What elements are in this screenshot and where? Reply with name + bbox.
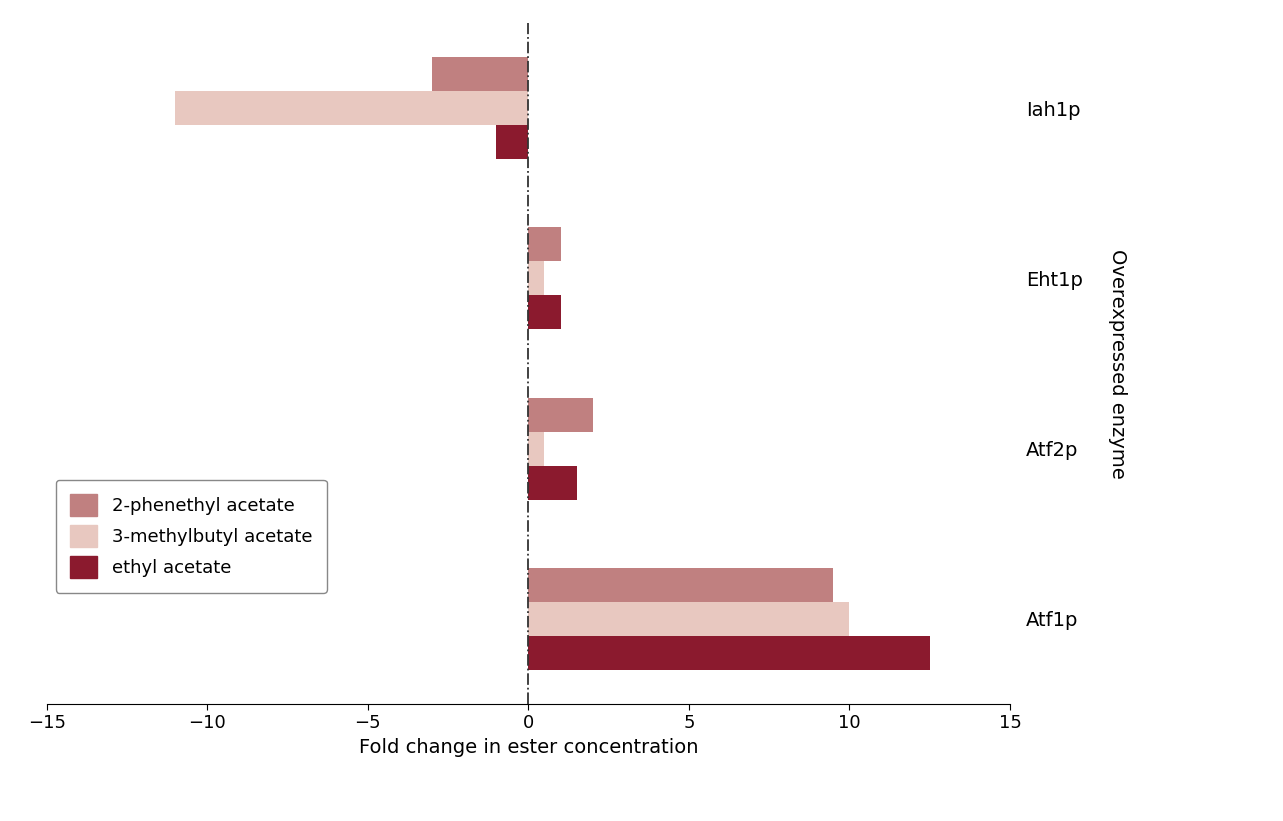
Bar	[529, 397, 593, 432]
Bar	[432, 57, 529, 91]
X-axis label: Fold change in ester concentration: Fold change in ester concentration	[359, 738, 698, 757]
Y-axis label: Overexpressed enzyme: Overexpressed enzyme	[1107, 249, 1126, 479]
Legend: 2-phenethyl acetate, 3-methylbutyl acetate, ethyl acetate: 2-phenethyl acetate, 3-methylbutyl aceta…	[56, 479, 327, 593]
Bar	[529, 432, 544, 466]
Bar	[529, 466, 576, 500]
Bar	[529, 227, 561, 261]
Bar	[176, 91, 529, 126]
Bar	[529, 567, 834, 602]
Bar	[529, 635, 930, 670]
Bar	[529, 296, 561, 329]
Bar	[529, 602, 849, 635]
Bar	[497, 126, 529, 159]
Bar	[529, 261, 544, 296]
